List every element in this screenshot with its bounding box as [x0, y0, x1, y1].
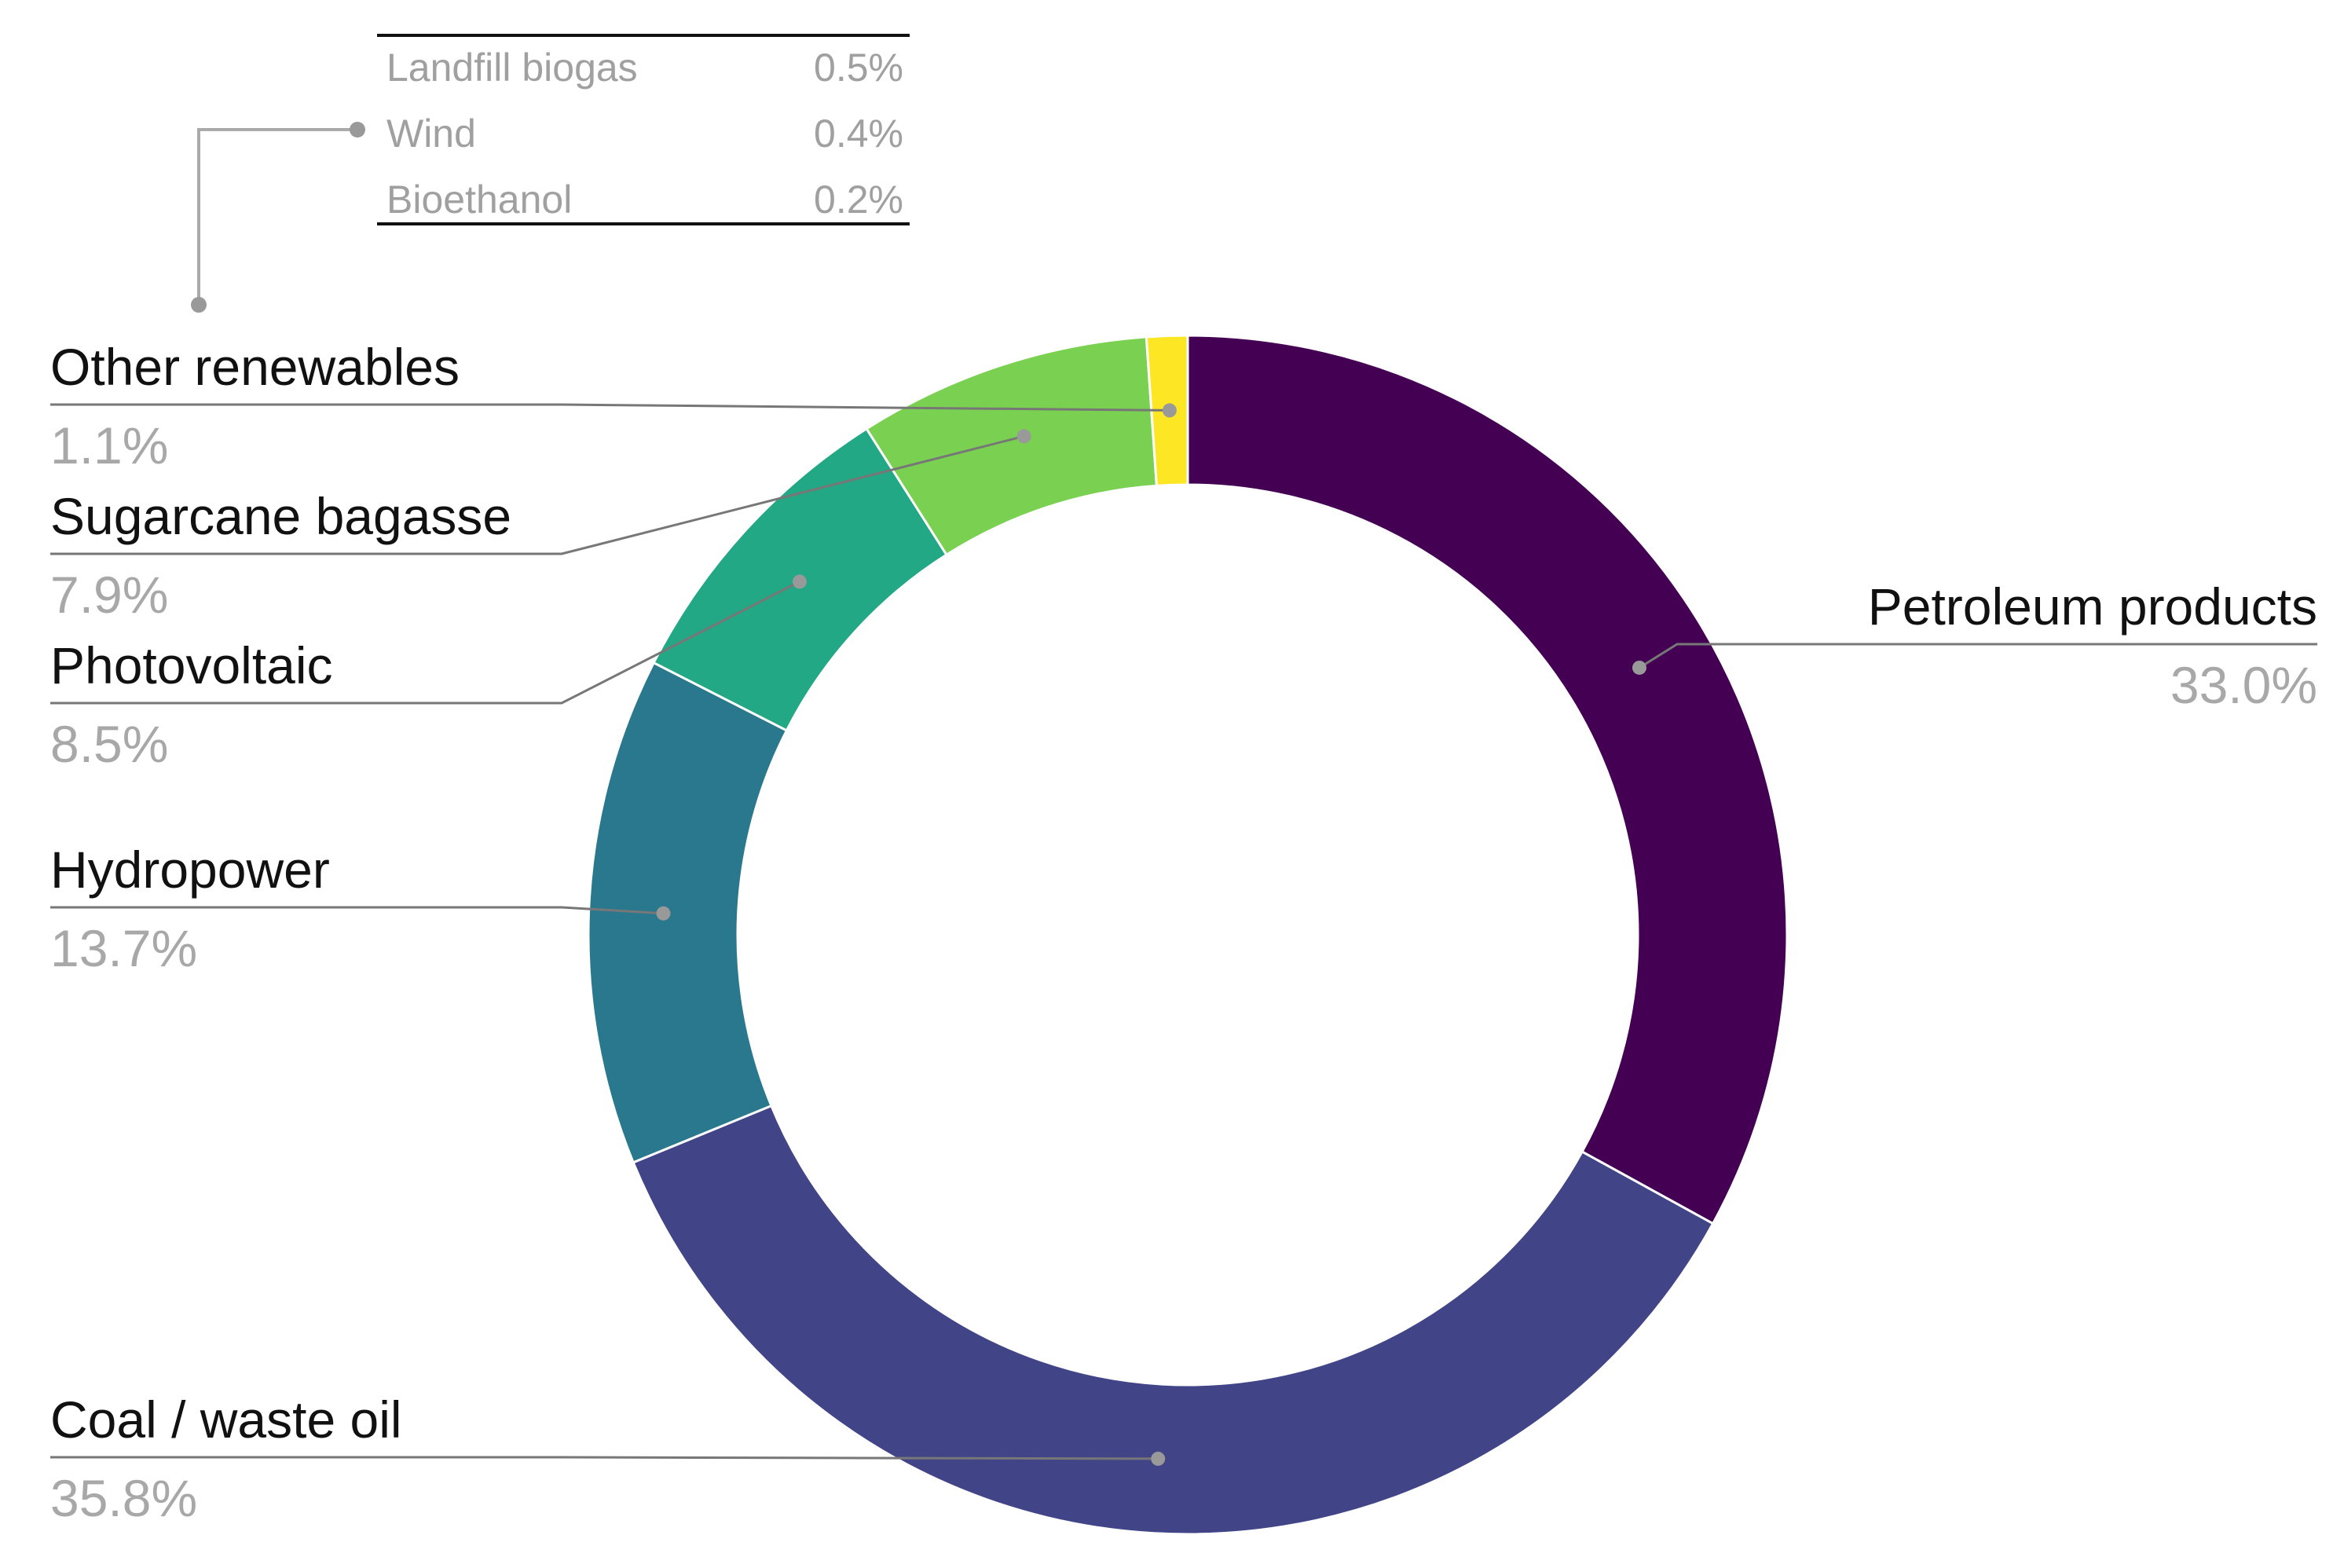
label-sugarcane-bagasse: Sugarcane bagasse: [50, 487, 511, 545]
slice-coal-waste-oil: [632, 1104, 1715, 1536]
leader-line-photovoltaic: [50, 581, 800, 705]
leader-dot-photovoltaic: [792, 574, 807, 589]
leader-dot-petroleum-products: [1632, 660, 1646, 675]
leader-dot-other-renewables: [1162, 403, 1177, 418]
breakdown-connector: [197, 128, 357, 302]
value-photovoltaic: 8.5%: [50, 715, 168, 773]
label-other-renewables: Other renewables: [50, 338, 460, 396]
label-petroleum-products: Petroleum products: [1868, 577, 2317, 636]
breakdown-connector-dot-top: [350, 122, 365, 137]
label-photovoltaic: Photovoltaic: [50, 636, 333, 694]
value-sugarcane-bagasse: 7.9%: [50, 566, 168, 624]
breakdown-value-wind: 0.4%: [814, 112, 903, 156]
value-petroleum-products: 33.0%: [2170, 656, 2317, 714]
value-coal-waste-oil: 35.8%: [50, 1469, 197, 1527]
breakdown-connector-dot-bottom: [191, 297, 207, 313]
breakdown-value-landfill-biogas: 0.5%: [814, 46, 903, 90]
leader-line-petroleum-products: [1639, 643, 2317, 669]
slice-labels: Petroleum products 33.0% Coal / waste oil 3…: [50, 338, 2317, 1527]
breakdown-label-bioethanol: Bioethanol: [386, 178, 572, 222]
breakdown-label-landfill-biogas: Landfill biogas: [386, 46, 638, 90]
leader-line-hydropower: [50, 906, 664, 915]
value-hydropower: 13.7%: [50, 919, 197, 977]
breakdown-label-wind: Wind: [386, 112, 476, 156]
value-other-renewables: 1.1%: [50, 416, 168, 474]
leader-dot-hydropower: [656, 906, 671, 921]
other-renewables-breakdown-table: Landfill biogas 0.5% Wind 0.4% Bioethanol 0.2…: [191, 34, 910, 313]
leader-lines: [50, 403, 2317, 1466]
leader-line-coal-waste-oil: [50, 1456, 1159, 1460]
leader-line-sugarcane-bagasse: [50, 434, 1024, 555]
donut-slices: [587, 334, 1789, 1536]
slice-hydropower: [587, 661, 789, 1164]
leader-line-other-renewables: [50, 403, 1170, 412]
label-hydropower: Hydropower: [50, 841, 330, 899]
label-coal-waste-oil: Coal / waste oil: [50, 1390, 402, 1449]
leader-dot-sugarcane-bagasse: [1016, 429, 1031, 444]
slice-petroleum-products: [1186, 334, 1789, 1225]
breakdown-value-bioethanol: 0.2%: [814, 178, 903, 222]
leader-dot-coal-waste-oil: [1151, 1451, 1166, 1466]
